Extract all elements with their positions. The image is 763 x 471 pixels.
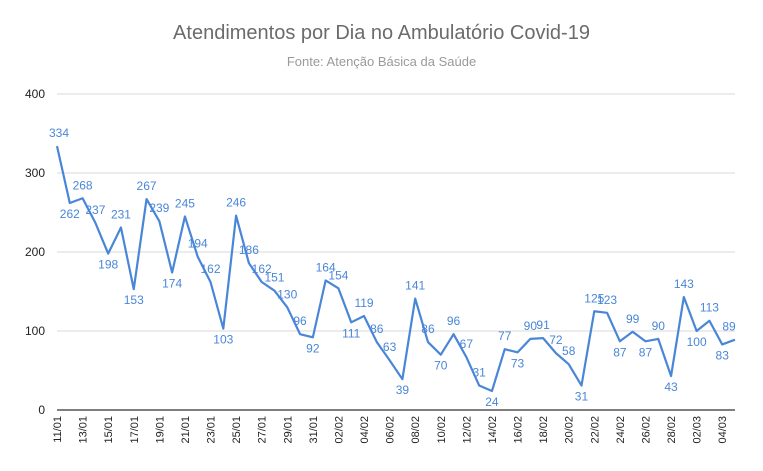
data-label: 113 [700,301,719,315]
data-label: 43 [664,380,678,394]
data-label: 194 [188,237,208,251]
data-label: 111 [342,326,361,340]
x-tick-label: 25/01 [231,416,243,444]
x-tick-label: 06/02 [385,416,397,444]
data-label: 174 [162,277,182,291]
x-tick-label: 21/01 [180,416,192,444]
data-label: 246 [226,196,246,210]
data-label: 162 [200,262,220,276]
data-label: 39 [396,383,410,397]
data-label: 125 [584,291,604,305]
data-label: 130 [277,287,297,301]
data-label: 186 [239,243,259,257]
y-tick-label: 200 [25,245,45,259]
data-label: 77 [498,329,512,343]
x-tick-label: 17/01 [129,416,141,444]
x-tick-label: 08/02 [410,416,422,444]
data-label: 58 [562,344,576,358]
data-label: 262 [60,207,80,221]
data-label: 31 [575,390,589,404]
data-label: 86 [421,322,435,336]
data-label: 87 [613,345,627,359]
chart-title: Atendimentos por Dia no Ambulatório Covi… [173,22,590,44]
data-label: 67 [460,337,474,351]
x-tick-label: 10/02 [436,416,448,444]
x-tick-label: 11/01 [52,416,64,443]
x-tick-label: 18/02 [538,416,550,444]
data-label: 96 [293,314,307,328]
data-label: 96 [447,314,461,328]
data-label: 237 [85,203,105,217]
x-tick-label: 20/02 [564,416,576,444]
data-label: 151 [264,271,284,285]
x-tick-label: 19/01 [154,416,166,444]
y-tick-label: 300 [25,166,45,180]
data-label: 31 [472,366,486,380]
data-label: 103 [213,333,233,347]
data-label: 119 [354,296,373,310]
data-label: 90 [652,319,666,333]
data-label: 92 [306,341,320,355]
data-label: 143 [674,277,694,291]
data-label: 153 [124,293,144,307]
x-tick-label: 22/02 [589,416,601,444]
data-label: 123 [597,293,617,307]
x-tick-label: 28/02 [666,416,678,444]
data-label: 231 [111,208,131,222]
y-tick-label: 400 [25,87,45,101]
data-label: 154 [328,268,348,282]
data-label: 239 [149,201,169,215]
data-label: 164 [316,260,336,274]
data-label: 24 [485,395,499,409]
x-tick-label: 12/02 [461,416,473,444]
data-label: 91 [536,318,550,332]
x-tick-label: 02/03 [692,416,704,444]
x-tick-label: 04/03 [717,416,729,444]
x-tick-label: 24/02 [615,416,627,444]
data-label: 268 [73,178,93,192]
data-label: 90 [524,319,538,333]
data-label: 73 [511,356,525,370]
data-label: 86 [370,322,384,336]
chart-subtitle: Fonte: Atenção Básica da Saúde [286,54,477,69]
data-label: 87 [639,345,653,359]
data-label: 334 [49,126,69,140]
x-tick-label: 14/02 [487,416,499,444]
data-label: 70 [434,359,448,373]
x-tick-label: 27/01 [257,416,269,444]
data-label: 72 [549,333,563,347]
data-label: 83 [716,348,730,362]
x-tick-label: 26/02 [640,416,652,444]
data-label: 100 [687,335,707,349]
x-tick-label: 29/01 [282,416,294,444]
data-label: 245 [175,196,195,210]
data-label: 89 [722,320,736,334]
data-label: 141 [405,279,425,293]
y-tick-label: 100 [25,324,45,338]
x-tick-label: 13/01 [78,416,90,444]
x-tick-label: 16/02 [513,416,525,444]
x-tick-label: 31/01 [308,416,320,444]
series-line [55,145,736,393]
y-tick-label: 0 [38,403,45,417]
data-label: 99 [626,312,640,326]
data-label: 267 [137,179,157,193]
x-tick-label: 23/01 [206,416,218,444]
x-tick-label: 04/02 [359,416,371,444]
data-label: 162 [252,262,272,276]
x-tick-label: 15/01 [103,416,115,444]
x-tick-label: 02/02 [333,416,345,444]
data-label: 198 [98,258,118,272]
data-label: 63 [383,340,397,354]
